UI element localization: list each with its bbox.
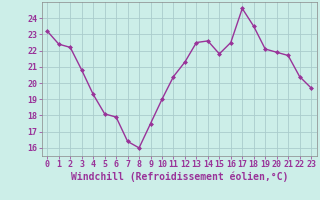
- X-axis label: Windchill (Refroidissement éolien,°C): Windchill (Refroidissement éolien,°C): [70, 172, 288, 182]
